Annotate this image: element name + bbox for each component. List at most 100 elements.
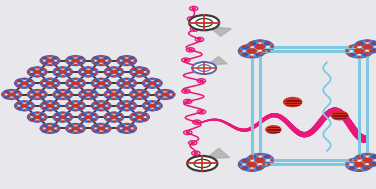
Circle shape	[147, 94, 149, 95]
Circle shape	[189, 15, 219, 30]
Circle shape	[17, 91, 19, 92]
Circle shape	[143, 101, 162, 111]
Circle shape	[242, 168, 245, 169]
Circle shape	[366, 40, 369, 42]
Circle shape	[66, 96, 70, 98]
Circle shape	[5, 96, 8, 98]
Circle shape	[18, 105, 20, 106]
Circle shape	[111, 115, 117, 119]
Circle shape	[19, 94, 21, 95]
Circle shape	[53, 125, 57, 127]
Circle shape	[144, 117, 146, 118]
Circle shape	[158, 80, 159, 81]
Circle shape	[43, 102, 45, 103]
Circle shape	[72, 82, 79, 85]
Circle shape	[62, 91, 64, 92]
Circle shape	[350, 167, 355, 169]
Circle shape	[87, 76, 89, 77]
Circle shape	[139, 91, 140, 92]
Circle shape	[36, 121, 38, 122]
Circle shape	[17, 86, 19, 87]
Circle shape	[259, 50, 261, 52]
Circle shape	[55, 128, 56, 129]
Circle shape	[117, 119, 121, 121]
Circle shape	[247, 162, 256, 167]
Circle shape	[94, 108, 96, 109]
Circle shape	[23, 101, 26, 102]
Circle shape	[94, 62, 98, 64]
Circle shape	[106, 128, 108, 129]
Circle shape	[59, 70, 66, 74]
Circle shape	[350, 160, 355, 162]
Circle shape	[130, 67, 149, 77]
Circle shape	[82, 68, 85, 70]
Circle shape	[62, 97, 64, 98]
Circle shape	[349, 55, 352, 56]
Circle shape	[120, 125, 121, 126]
Circle shape	[42, 91, 44, 92]
Circle shape	[28, 94, 30, 95]
Circle shape	[119, 117, 120, 118]
Circle shape	[265, 49, 270, 52]
Circle shape	[143, 119, 146, 121]
Circle shape	[160, 105, 162, 106]
Circle shape	[132, 97, 134, 98]
Circle shape	[187, 156, 217, 171]
Circle shape	[91, 123, 111, 133]
Circle shape	[354, 40, 376, 54]
Circle shape	[74, 124, 77, 125]
Circle shape	[30, 97, 32, 98]
Circle shape	[53, 112, 73, 122]
Circle shape	[126, 131, 127, 132]
Circle shape	[66, 101, 85, 111]
Circle shape	[94, 57, 96, 58]
Circle shape	[358, 44, 361, 46]
Circle shape	[41, 83, 42, 84]
Circle shape	[34, 93, 41, 96]
Circle shape	[66, 78, 85, 88]
Circle shape	[267, 46, 269, 47]
Circle shape	[29, 83, 31, 84]
Circle shape	[126, 78, 128, 79]
Circle shape	[30, 74, 34, 75]
Circle shape	[123, 82, 130, 85]
Circle shape	[95, 105, 96, 106]
Circle shape	[139, 74, 140, 75]
Circle shape	[126, 108, 127, 109]
Circle shape	[56, 68, 59, 70]
Circle shape	[192, 163, 195, 164]
Circle shape	[79, 130, 82, 132]
Circle shape	[107, 96, 111, 98]
Circle shape	[41, 68, 44, 70]
Circle shape	[251, 163, 256, 165]
Circle shape	[259, 52, 262, 53]
Circle shape	[372, 42, 376, 45]
Circle shape	[15, 78, 34, 88]
Circle shape	[266, 126, 281, 133]
Circle shape	[250, 170, 253, 171]
Circle shape	[98, 104, 105, 107]
Circle shape	[75, 131, 76, 132]
Circle shape	[79, 71, 81, 72]
Circle shape	[49, 108, 51, 109]
Circle shape	[259, 164, 261, 165]
Circle shape	[47, 59, 53, 62]
Circle shape	[145, 120, 147, 121]
Circle shape	[117, 68, 121, 70]
Circle shape	[55, 102, 57, 103]
Circle shape	[354, 160, 357, 161]
Circle shape	[242, 55, 245, 56]
Circle shape	[164, 91, 166, 92]
Circle shape	[146, 80, 149, 82]
Circle shape	[374, 155, 376, 157]
Circle shape	[113, 76, 115, 77]
Circle shape	[41, 96, 44, 98]
Circle shape	[91, 101, 111, 111]
Circle shape	[151, 87, 153, 88]
Circle shape	[243, 50, 245, 52]
Circle shape	[138, 76, 141, 77]
Circle shape	[17, 108, 19, 109]
Circle shape	[83, 60, 85, 61]
Circle shape	[23, 87, 26, 88]
Circle shape	[32, 83, 34, 84]
